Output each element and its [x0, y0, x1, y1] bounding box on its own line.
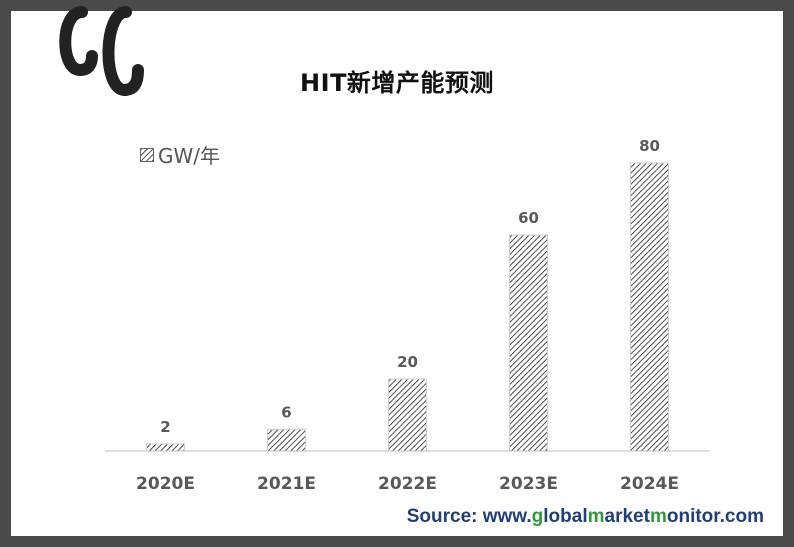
source-prefix: Source: www.: [406, 506, 532, 527]
legend-label: GW/年: [158, 144, 221, 168]
bar-2024E: [630, 162, 669, 452]
bar-2021E: [267, 428, 306, 452]
source-suffix: .com: [719, 506, 764, 527]
bar-2022E: [388, 378, 427, 452]
legend-swatch: [140, 147, 154, 162]
source-part: m: [587, 506, 605, 527]
source-part: g: [531, 506, 544, 527]
x-tick-label-2021E: 2021E: [257, 474, 316, 494]
source-part: arket: [604, 506, 650, 527]
data-label-2021E: 6: [281, 403, 291, 421]
data-label-2024E: 80: [639, 137, 660, 155]
source-part: lobal: [543, 506, 588, 527]
chart-title: HIT新增产能预测: [300, 69, 494, 97]
source-part: m: [649, 506, 667, 527]
x-tick-label-2023E: 2023E: [499, 474, 558, 494]
bar-2020E: [146, 443, 185, 452]
source-credit[interactable]: Source: www.globalmarketmonitor.com: [407, 506, 764, 528]
legend: GW/年: [140, 140, 220, 169]
bar-2023E: [509, 234, 548, 452]
data-label-2023E: 60: [518, 209, 539, 227]
x-tick-label-2024E: 2024E: [620, 474, 679, 494]
x-tick-label-2022E: 2022E: [378, 474, 437, 494]
data-label-2020E: 2: [160, 418, 170, 436]
x-tick-label-2020E: 2020E: [136, 474, 195, 494]
data-label-2022E: 20: [397, 353, 418, 371]
cc-logo-icon: [59, 6, 144, 97]
source-part: onitor: [666, 506, 720, 527]
